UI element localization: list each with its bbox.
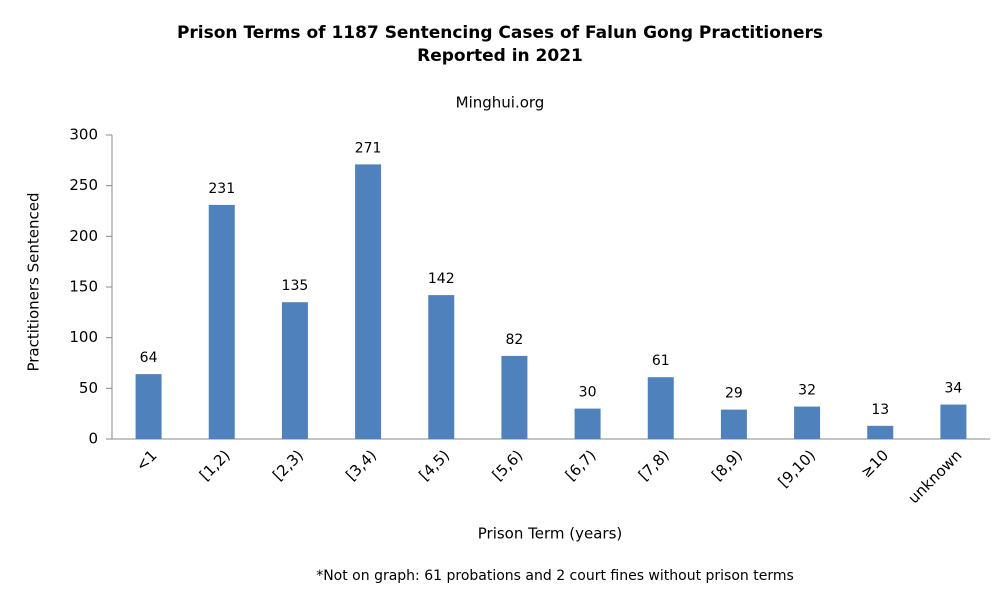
bar <box>501 355 528 439</box>
value-label: 142 <box>428 271 455 287</box>
chart-title: Prison Terms of 1187 Sentencing Cases of… <box>177 23 823 43</box>
bar <box>135 374 162 439</box>
x-axis-label: Prison Term (years) <box>478 525 623 543</box>
value-label: 34 <box>945 381 963 397</box>
chart-subtitle: Minghui.org <box>456 94 545 112</box>
x-tick-label: [4,5) <box>415 446 453 484</box>
y-axis-label: Practitioners Sentenced <box>25 192 43 371</box>
x-tick-label: unknown <box>904 446 965 507</box>
y-tick-label: 150 <box>69 278 98 296</box>
value-label: 271 <box>355 140 382 156</box>
value-label: 82 <box>506 332 524 348</box>
bar <box>720 409 747 439</box>
value-label: 32 <box>798 383 816 399</box>
y-tick-label: 250 <box>69 176 98 194</box>
bar <box>867 425 894 439</box>
x-tick-label: [1,2) <box>196 446 234 484</box>
value-label: 231 <box>208 181 235 197</box>
value-label: 29 <box>725 386 743 402</box>
footnote: *Not on graph: 61 probations and 2 court… <box>316 568 794 584</box>
x-tick-label: ≥10 <box>857 446 892 481</box>
value-label: 61 <box>652 353 670 369</box>
bar <box>208 204 235 439</box>
x-tick-label: [8,9) <box>708 446 746 484</box>
bar <box>940 404 967 439</box>
y-tick-label: 200 <box>69 227 98 245</box>
x-tick-label: [5,6) <box>489 446 527 484</box>
bar <box>794 406 821 439</box>
chart-title: Reported in 2021 <box>417 46 583 66</box>
x-tick-label: [9,10) <box>774 446 819 491</box>
bar <box>647 377 674 439</box>
y-tick-label: 100 <box>69 328 98 346</box>
bar <box>428 295 455 439</box>
bar <box>355 164 382 440</box>
x-tick-label: <1 <box>132 446 160 474</box>
bar <box>281 302 308 439</box>
y-tick-label: 0 <box>88 430 98 448</box>
x-tick-label: [6,7) <box>562 446 600 484</box>
y-tick-label: 300 <box>69 126 98 144</box>
value-label: 30 <box>579 385 597 401</box>
x-tick-label: [7,8) <box>635 446 673 484</box>
x-tick-label: [3,4) <box>342 446 380 484</box>
value-label: 64 <box>140 350 158 366</box>
x-tick-label: [2,3) <box>269 446 307 484</box>
bar <box>574 408 601 439</box>
value-label: 13 <box>871 402 889 418</box>
y-tick-label: 50 <box>79 379 98 397</box>
value-label: 135 <box>282 278 309 294</box>
